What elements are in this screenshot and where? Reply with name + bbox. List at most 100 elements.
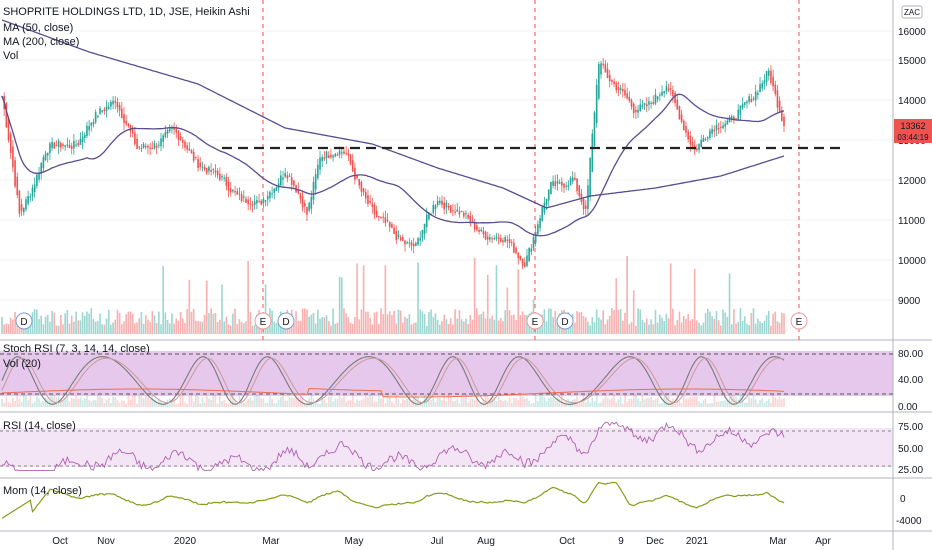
rsi-legend[interactable]: RSI (14, close): [3, 420, 76, 432]
volume-bar: [3, 324, 5, 334]
svg-text:2021: 2021: [686, 536, 709, 547]
event-markers[interactable]: D E D E D E: [15, 312, 808, 330]
candle-body: [358, 178, 361, 186]
volume-bar: [53, 312, 56, 334]
ma200-legend[interactable]: MA (200, close): [3, 36, 79, 48]
volume-bar: [162, 265, 165, 334]
candle-body: [519, 255, 522, 260]
candle-body: [406, 242, 408, 244]
stoch-vol-bar: [408, 394, 411, 407]
candle-body: [550, 181, 552, 195]
candle-body: [748, 96, 750, 102]
candle-body: [436, 200, 439, 206]
volume-bar: [299, 321, 302, 334]
stoch-vol-bar: [432, 395, 435, 407]
volume-bar: [205, 280, 208, 334]
svg-text:2020: 2020: [174, 536, 197, 547]
mom-legend[interactable]: Mom (14, close): [3, 485, 82, 497]
candle-body: [665, 86, 668, 92]
stoch-vol-bar: [162, 403, 165, 407]
stoch-vol-bar: [726, 399, 729, 407]
candle-body: [428, 213, 430, 220]
currency-label: ZAC: [904, 8, 920, 17]
candle-body: [423, 224, 426, 235]
candle-body: [750, 98, 753, 103]
volume-bar: [656, 322, 659, 334]
stoch-vol-bar: [478, 403, 480, 407]
stoch-vol-bar: [554, 399, 557, 407]
stoch-vol-bar: [317, 403, 319, 407]
chart-title[interactable]: SHOPRITE HOLDINGS LTD, 1D, JSE, Heikin A…: [3, 6, 250, 18]
volume-bar: [556, 318, 559, 334]
candle-body: [530, 248, 533, 252]
volume-bar: [471, 319, 474, 334]
candle-body: [565, 185, 567, 187]
ma50-legend[interactable]: MA (50, close): [3, 22, 73, 34]
volume-bar: [423, 314, 426, 334]
candle-body: [223, 177, 225, 179]
price-axis[interactable]: ZAC 16000 15000 14000 13000 12000 11000 …: [894, 5, 932, 307]
volume-bar: [733, 308, 735, 334]
volume-bar: [434, 313, 437, 334]
stoch-vol-bar: [112, 396, 114, 407]
stoch-vol-bar: [637, 398, 639, 407]
candle-body: [323, 157, 326, 160]
candle-body: [269, 192, 271, 199]
volume-bar: [92, 319, 95, 334]
volume-bar: [188, 279, 191, 334]
stoch-vol-bar: [275, 402, 278, 407]
candle-body: [351, 160, 354, 172]
time-axis[interactable]: Oct Nov 2020 Mar May Jul Aug Oct 9 Dec 2…: [52, 536, 831, 547]
volume-bar: [55, 325, 58, 334]
stoch-legend[interactable]: Stoch RSI (7, 3, 14, 14, close): [3, 343, 150, 355]
candle-body: [432, 204, 435, 214]
volume-bar: [303, 308, 306, 334]
stoch-vol-bar: [434, 402, 437, 407]
stoch-vol-legend[interactable]: Vol (20): [3, 358, 41, 370]
stoch-vol-bar: [617, 399, 620, 407]
volume-bar: [236, 324, 239, 334]
volume-bar: [417, 262, 419, 334]
candle-body: [484, 231, 487, 240]
stoch-vol-bar: [504, 400, 506, 407]
stoch-vol-bar: [556, 397, 559, 407]
stoch-vol-bar: [210, 399, 212, 407]
stoch-vol-bar: [439, 398, 441, 407]
volume-bar: [408, 314, 411, 334]
stoch-vol-bar: [604, 394, 607, 407]
candle-body: [75, 144, 77, 146]
stoch-vol-bar: [33, 401, 36, 407]
volume-bar: [517, 269, 520, 334]
stoch-vol-bar: [131, 395, 134, 407]
candle-body: [155, 145, 158, 148]
stoch-vol-bar: [445, 401, 448, 407]
volume-bar: [114, 319, 117, 334]
stoch-vol-bar: [763, 402, 766, 407]
volume-bar: [730, 324, 733, 334]
stoch-vol-bar: [417, 397, 419, 407]
stoch-vol-bar: [467, 402, 469, 407]
stoch-vol-bar: [197, 395, 199, 407]
candle-body: [558, 182, 561, 184]
volume-bar: [297, 320, 300, 334]
stoch-vol-bar: [486, 395, 489, 407]
candle-body: [225, 176, 228, 186]
candle-body: [412, 244, 415, 247]
candle-body: [214, 170, 217, 173]
vol-legend[interactable]: Vol: [3, 50, 18, 62]
indicator-axes[interactable]: 80.00 40.00 0.00 75.00 50.00 25.00 0 -40…: [896, 349, 923, 527]
candle-body: [195, 157, 197, 159]
volume-bar: [693, 268, 696, 334]
svg-text:0.00: 0.00: [898, 402, 918, 413]
stoch-vol-bar: [508, 398, 511, 407]
volume-bar: [689, 320, 692, 334]
volume-bar: [397, 309, 400, 334]
stoch-vol-bar: [757, 403, 759, 407]
candle-body: [288, 175, 291, 177]
candle-body: [637, 109, 639, 113]
candle-body: [739, 105, 742, 115]
candle-body: [382, 216, 385, 218]
stoch-vol-bar: [656, 397, 659, 407]
svg-text:D: D: [282, 317, 289, 328]
